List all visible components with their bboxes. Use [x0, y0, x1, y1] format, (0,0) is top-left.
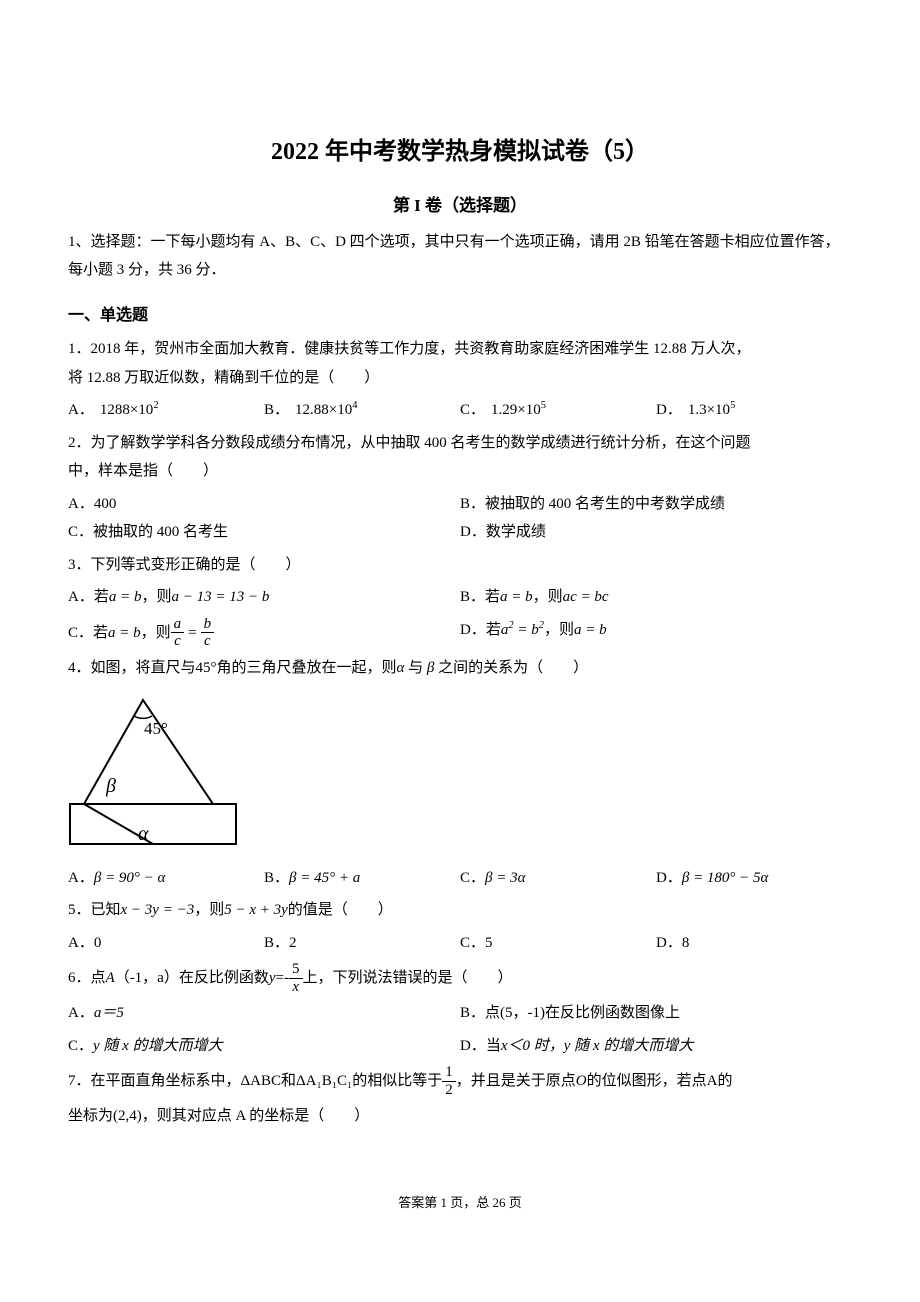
instruction-text: 1、选择题：一下每小题均有 A、B、C、D 四个选项，其中只有一个选项正确，请用… [68, 228, 852, 285]
question-7: 7．在平面直角坐标系中， ΔABC 和 ΔA₁B₁C₁ 的相似比等于 12 ，并… [68, 1064, 852, 1098]
q3-frac-left: ac [171, 616, 185, 650]
q6-option-d: D．当 x＜0 时，y 随 x 的增大而增大 [460, 1032, 852, 1061]
svg-text:45°: 45° [144, 719, 168, 738]
q6-option-a: A．a＝5 [68, 999, 460, 1028]
q4-option-b: B．β = 45° + a [264, 864, 460, 893]
q3-frac-right: bc [201, 616, 215, 650]
question-6: 6．点 A （-1，a） 在反比例函数 y =- 5x 上，下列说法错误的是（ … [68, 961, 852, 995]
q3-options-row2: C．若 a = b ，则 ac = bc D．若 a2 = b2 ，则 a = … [68, 616, 852, 650]
question-3: 3．下列等式变形正确的是（ ） [68, 551, 852, 580]
q3-options-row1: A．若 a = b ，则 a − 13 = 13 − b B．若 a = b ，… [68, 583, 852, 612]
q5-option-a: A．0 [68, 929, 264, 958]
q3-option-b: B．若 a = b ，则 ac = bc [460, 583, 852, 612]
q2-option-b: B．被抽取的 400 名考生的中考数学成绩 [460, 490, 852, 519]
section-header: 一、单选题 [68, 301, 852, 331]
question-5: 5．已知x − 3y = −3，则5 − x + 3y的值是（ ） [68, 896, 852, 925]
question-2: 2．为了解数学学科各分数段成绩分布情况，从中抽取 400 名考生的数学成绩进行统… [68, 429, 852, 486]
q5-option-b: B．2 [264, 929, 460, 958]
svg-text:α: α [138, 823, 149, 845]
q6-option-c: C．y 随 x 的增大而增大 [68, 1032, 460, 1061]
q3-option-d: D．若 a2 = b2 ，则 a = b [460, 616, 852, 650]
q1-option-c: C． 1.29×105 [460, 396, 656, 425]
q1-options: A． 1288×102 B． 12.88×104 C． 1.29×105 D． … [68, 396, 852, 425]
q5-option-c: C．5 [460, 929, 656, 958]
q1-option-d: D． 1.3×105 [656, 396, 852, 425]
exam-title: 2022 年中考数学热身模拟试卷（5） [68, 130, 852, 176]
q2-option-d: D．数学成绩 [460, 518, 852, 547]
q6-option-b: B．点(5，-1)在反比例函数图像上 [460, 999, 852, 1028]
question-7-line2: 坐标为(2,4)，则其对应点 A 的坐标是（ ） [68, 1102, 852, 1131]
q6-options-row1: A．a＝5 B．点(5，-1)在反比例函数图像上 [68, 999, 852, 1028]
part-subtitle: 第 I 卷（选择题） [68, 190, 852, 222]
q2-line2: 中，样本是指（ ） [68, 457, 852, 486]
q4-diagram: 45° β α [68, 692, 852, 858]
q4-option-a: A．β = 90° − α [68, 864, 264, 893]
question-4: 4．如图，将直尺与45°角的三角尺叠放在一起，则α 与 β 之间的关系为（ ） [68, 654, 852, 683]
q5-options: A．0 B．2 C．5 D．8 [68, 929, 852, 958]
triangle-ruler-icon: 45° β α [68, 692, 238, 847]
q6-options-row2: C．y 随 x 的增大而增大 D．当 x＜0 时，y 随 x 的增大而增大 [68, 1032, 852, 1061]
q1-option-b: B． 12.88×104 [264, 396, 460, 425]
q7-frac: 12 [442, 1064, 456, 1098]
q2-options: A．400 B．被抽取的 400 名考生的中考数学成绩 C．被抽取的 400 名… [68, 490, 852, 547]
q1-line2: 将 12.88 万取近似数，精确到千位的是（ ） [68, 364, 852, 393]
q4-options: A．β = 90° − α B．β = 45° + a C．β = 3α D．β… [68, 864, 852, 893]
page-footer: 答案第 1 页，总 26 页 [68, 1191, 852, 1216]
q5-option-d: D．8 [656, 929, 852, 958]
question-1: 1．2018 年，贺州市全面加大教育．健康扶贫等工作力度，共资教育助家庭经济困难… [68, 335, 852, 392]
q3-option-a: A．若 a = b ，则 a − 13 = 13 − b [68, 583, 460, 612]
q1-option-a: A． 1288×102 [68, 396, 264, 425]
q2-line1: 2．为了解数学学科各分数段成绩分布情况，从中抽取 400 名考生的数学成绩进行统… [68, 429, 852, 458]
q3-option-c: C．若 a = b ，则 ac = bc [68, 616, 460, 650]
q2-option-a: A．400 [68, 490, 460, 519]
q2-option-c: C．被抽取的 400 名考生 [68, 518, 460, 547]
q4-option-c: C．β = 3α [460, 864, 656, 893]
q1-line1: 1．2018 年，贺州市全面加大教育．健康扶贫等工作力度，共资教育助家庭经济困难… [68, 335, 852, 364]
q6-frac: 5x [289, 961, 303, 995]
svg-text:β: β [105, 775, 116, 797]
q4-option-d: D．β = 180° − 5α [656, 864, 852, 893]
